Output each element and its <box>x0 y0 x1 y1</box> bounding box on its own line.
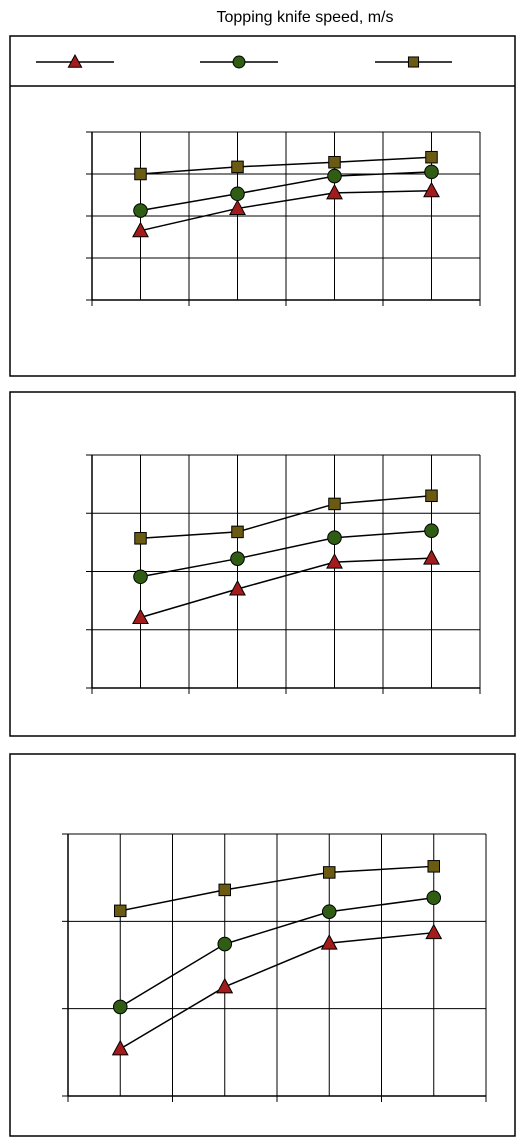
data-point-2.71 <box>320 934 338 950</box>
data-point-4.14 <box>427 860 441 873</box>
legend-marker-3.41 <box>232 55 246 69</box>
chart-3 <box>62 833 487 1102</box>
data-point-4.14 <box>425 150 438 164</box>
data-point-3.41 <box>230 186 245 202</box>
series-line-2.71 <box>140 190 432 232</box>
data-point-2.71 <box>132 608 149 625</box>
legend-title: Topping knife speed, m/s <box>217 9 394 26</box>
data-point-4.14 <box>113 904 127 918</box>
data-point-2.71 <box>111 1039 129 1056</box>
legend-marker-2.71 <box>67 53 83 68</box>
data-point-3.41 <box>327 168 342 184</box>
data-point-4.14 <box>328 155 341 169</box>
series-line-2.71 <box>119 931 434 1050</box>
data-point-2.71 <box>423 181 440 198</box>
series-line-4.14 <box>140 156 432 175</box>
series-line-3.41 <box>140 171 432 212</box>
data-point-4.14 <box>218 883 232 897</box>
data-point-4.14 <box>322 866 336 879</box>
data-point-3.41 <box>426 890 442 906</box>
data-point-3.41 <box>133 203 148 218</box>
data-point-2.71 <box>326 183 343 200</box>
data-point-2.71 <box>423 549 440 565</box>
series-line-4.14 <box>140 495 432 540</box>
series-line-4.14 <box>120 865 434 912</box>
data-point-4.14 <box>425 489 438 503</box>
data-point-3.41 <box>133 569 148 585</box>
panel-1-frame <box>9 35 516 377</box>
data-point-3.41 <box>424 164 439 180</box>
data-point-4.14 <box>134 167 147 181</box>
data-point-2.71 <box>132 221 149 238</box>
series-line-3.41 <box>119 897 434 1008</box>
series-line-3.41 <box>140 529 432 578</box>
panels <box>62 131 487 1102</box>
data-point-2.71 <box>216 977 234 994</box>
series-line-2.71 <box>140 557 432 619</box>
data-point-3.41 <box>424 523 439 539</box>
data-point-4.14 <box>134 532 147 545</box>
data-point-3.41 <box>112 999 128 1015</box>
data-point-2.71 <box>229 199 246 215</box>
data-point-2.71 <box>425 923 443 940</box>
data-point-3.41 <box>217 936 233 952</box>
data-point-2.71 <box>326 553 343 569</box>
data-point-2.71 <box>229 579 246 596</box>
data-point-3.41 <box>321 904 337 920</box>
chart-1 <box>86 131 481 306</box>
legend-marker-4.14 <box>407 56 420 68</box>
data-point-3.41 <box>230 551 245 566</box>
data-point-4.14 <box>231 160 244 174</box>
chart-2 <box>86 454 481 694</box>
data-point-4.14 <box>328 497 341 511</box>
data-point-3.41 <box>327 530 342 546</box>
data-point-4.14 <box>231 525 244 539</box>
panel-3-frame <box>9 753 516 1137</box>
legend <box>36 53 452 69</box>
